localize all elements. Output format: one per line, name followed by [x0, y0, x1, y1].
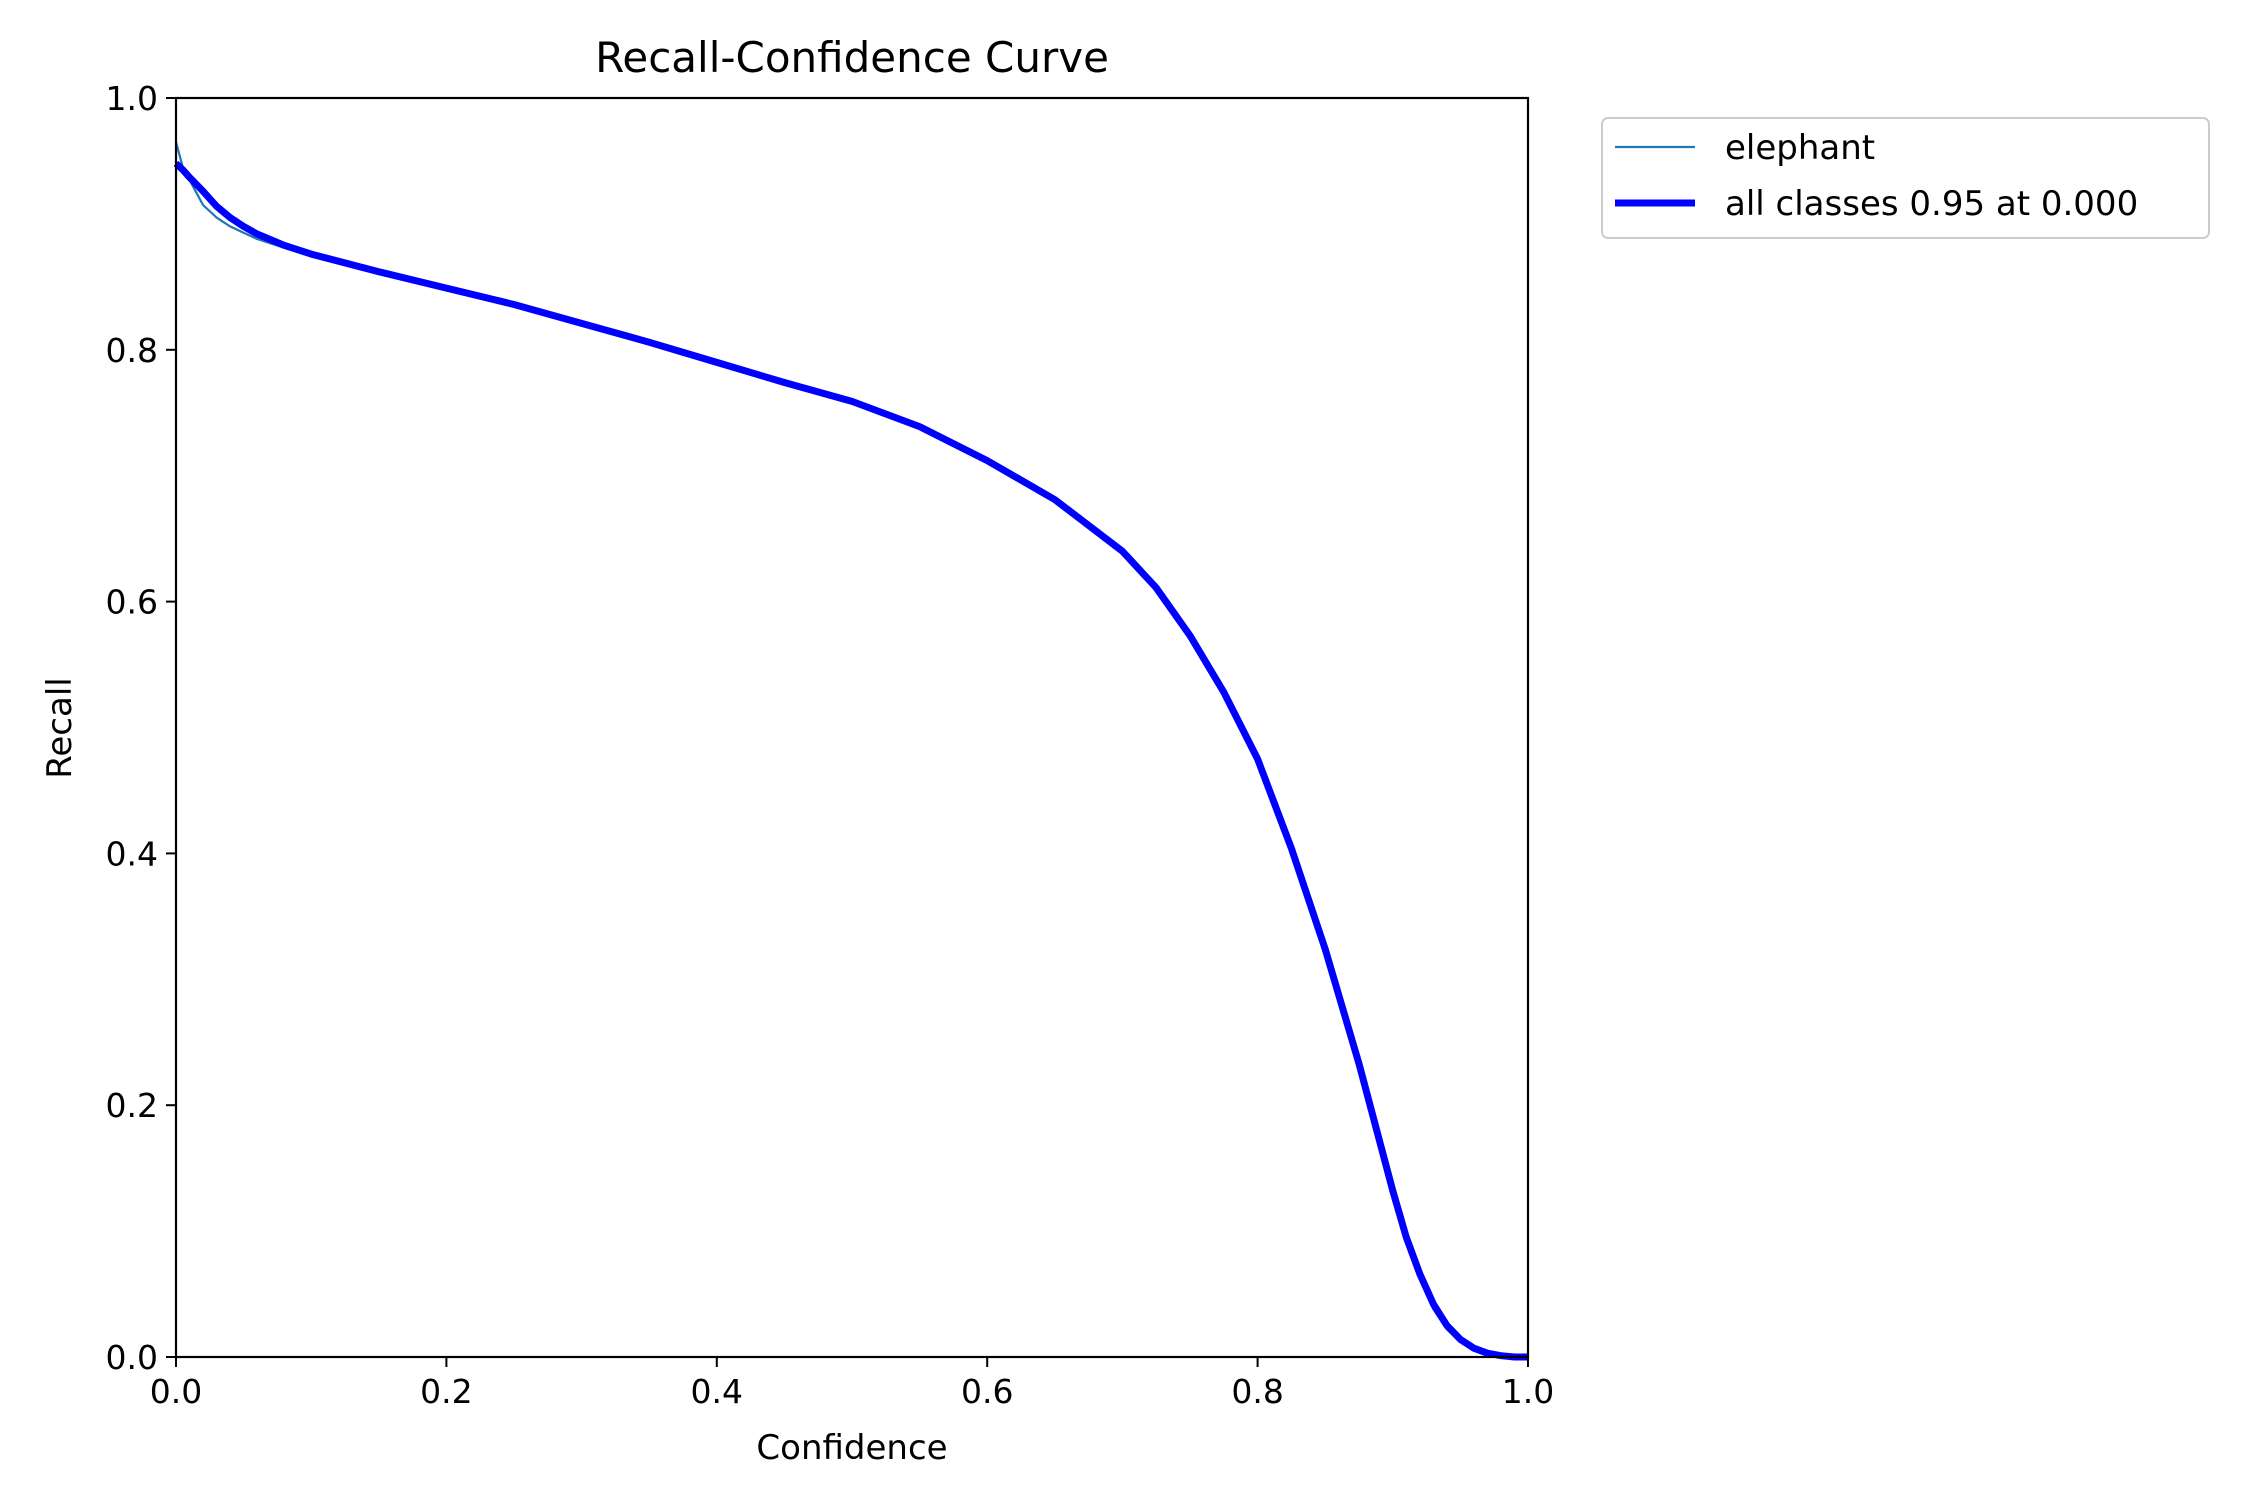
- legend-box: [1601, 117, 2210, 239]
- x-tick-label: 0.8: [1231, 1372, 1283, 1411]
- y-tick-label: 0.0: [106, 1338, 158, 1377]
- y-tick-label: 0.4: [106, 834, 158, 873]
- y-tick-label: 0.8: [106, 331, 158, 370]
- x-tick-label: 0.6: [961, 1372, 1013, 1411]
- x-tick-label: 0.2: [420, 1372, 472, 1411]
- x-axis-label: Confidence: [756, 1428, 947, 1468]
- y-tick-label: 0.2: [106, 1086, 158, 1125]
- y-axis-ticks: 0.0 0.2 0.4 0.6 0.8 1.0: [106, 79, 176, 1377]
- y-axis-label: Recall: [40, 677, 80, 778]
- y-tick-label: 0.6: [106, 583, 158, 622]
- plot-frame: [174, 96, 1530, 1359]
- legend-label-all-classes: all classes 0.95 at 0.000: [1725, 184, 2138, 224]
- x-tick-label: 1.0: [1502, 1372, 1554, 1411]
- series-layer: [173, 141, 1528, 1361]
- legend: elephant all classes 0.95 at 0.000: [1601, 117, 2210, 239]
- series-line-all-classes: [173, 160, 1528, 1361]
- chart-title: Recall-Confidence Curve: [595, 33, 1109, 82]
- x-axis-ticks: 0.0 0.2 0.4 0.6 0.8 1.0: [150, 1357, 1554, 1411]
- x-tick-label: 0.4: [691, 1372, 743, 1411]
- y-tick-label: 1.0: [106, 79, 158, 118]
- x-tick-label: 0.0: [150, 1372, 202, 1411]
- legend-label-elephant: elephant: [1725, 128, 1875, 168]
